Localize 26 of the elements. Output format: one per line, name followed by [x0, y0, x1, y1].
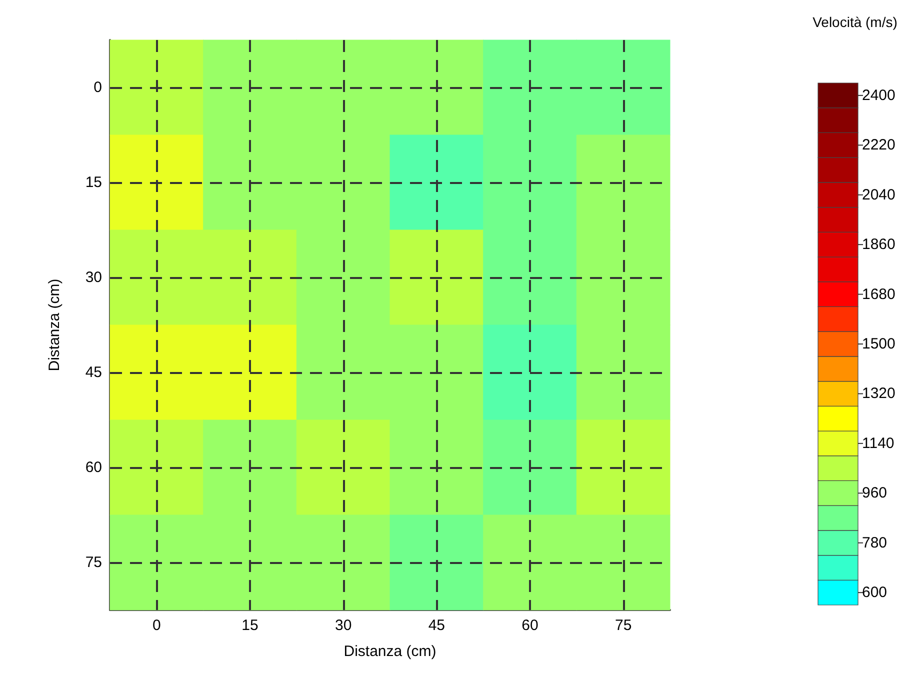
- color-bar-label: 2040: [862, 186, 896, 204]
- x-tick-label: 30: [334, 617, 352, 634]
- color-bar-label: 1140: [862, 434, 894, 452]
- color-bar-label: 1500: [862, 336, 896, 352]
- color-bar-label: 1860: [862, 236, 896, 254]
- color-bar-label: 600: [862, 584, 888, 602]
- y-axis-title: Distanza (cm): [46, 278, 63, 372]
- x-tick-label: 15: [242, 617, 258, 634]
- color-bar-title: Velocità (m/s): [812, 14, 898, 30]
- x-tick-label: 60: [522, 617, 538, 634]
- color-bar-label: 1680: [862, 286, 896, 303]
- y-tick-label: 45: [85, 364, 102, 381]
- x-tick-label: 0: [152, 617, 161, 634]
- y-tick-label: 30: [85, 269, 102, 286]
- y-tick-label: 60: [85, 459, 102, 476]
- color-bar-label: 1320: [862, 385, 896, 402]
- x-tick-label: 75: [614, 617, 632, 634]
- color-bar-label: 960: [862, 484, 888, 502]
- color-bar-label: 2220: [862, 136, 896, 154]
- color-bar-label: 780: [862, 534, 888, 552]
- x-axis-title: Distanza (cm): [344, 643, 436, 660]
- y-tick-label: 75: [85, 554, 102, 571]
- y-tick-label: 15: [85, 174, 102, 191]
- x-tick-label: 45: [428, 617, 446, 634]
- y-tick-label: 0: [94, 79, 102, 96]
- color-bar-label: 2400: [862, 86, 896, 104]
